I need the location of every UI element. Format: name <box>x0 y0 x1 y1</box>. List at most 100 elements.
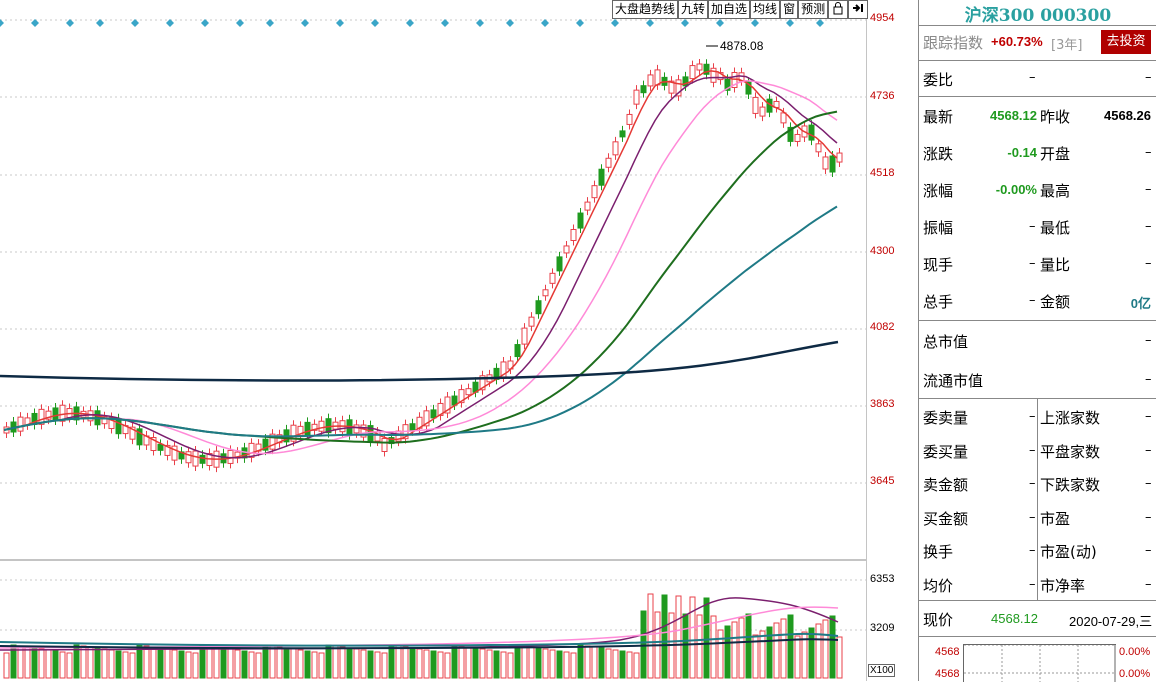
forecast-button[interactable]: 预测 <box>798 0 829 19</box>
candle-up <box>654 69 661 86</box>
track-period: [3年] <box>1051 38 1083 53</box>
candle-down <box>262 438 269 451</box>
volume-bar-down <box>682 613 689 679</box>
latest-value: 4568.12 <box>990 108 1037 123</box>
candle-up <box>710 67 717 83</box>
volume-bar-up <box>59 651 66 679</box>
price-tick: 4082 <box>870 321 895 333</box>
volume-bar-up <box>521 645 528 679</box>
signal-diamond <box>0 19 4 27</box>
volume-bar-up <box>752 634 759 679</box>
volume-bar-down <box>409 647 416 679</box>
index-title: 沪深300 000300 <box>964 6 1112 26</box>
volume-bar-up <box>444 652 451 679</box>
candle-down <box>157 443 164 451</box>
volume-bar-down <box>10 644 17 679</box>
candle-up <box>381 438 388 452</box>
candle-up <box>591 185 598 199</box>
signal-diamond <box>786 19 794 27</box>
invest-button[interactable]: 去投资 <box>1101 30 1151 54</box>
pct-change-label: 涨幅 <box>923 182 954 200</box>
volume-bar-up <box>696 614 703 679</box>
candle-up <box>612 141 619 156</box>
candle-down <box>808 124 815 141</box>
candle-up <box>549 272 556 284</box>
volume-bar-down <box>619 650 626 679</box>
total-mv-value: – <box>1145 333 1152 348</box>
price-tick: 4736 <box>870 90 895 102</box>
sell-amount-value: – <box>1029 476 1036 491</box>
lock-icon[interactable] <box>828 0 849 19</box>
volume-bar-up <box>171 649 178 679</box>
buy-volume-label: 委买量 <box>923 443 969 461</box>
float-mv-value: – <box>1145 372 1152 387</box>
kline-chart[interactable]: 4878.08 <box>0 0 866 681</box>
volume-bar-up <box>122 651 129 679</box>
volume-bar-up <box>3 652 10 679</box>
volume-bar-down <box>262 644 269 679</box>
candle-up <box>822 156 829 170</box>
trend-line-button[interactable]: 大盘趋势线 <box>612 0 679 19</box>
candle-up <box>626 113 633 125</box>
volume-bar-down <box>199 644 206 679</box>
down-count-value: – <box>1145 476 1152 491</box>
candle-up <box>542 289 549 297</box>
add-watchlist-button[interactable]: 加自选 <box>708 0 751 19</box>
volume-bar-up <box>290 648 297 679</box>
volume-bar-up <box>605 648 612 679</box>
volume-bar-up <box>584 645 591 679</box>
volume-bar-up <box>549 649 556 679</box>
quote-date: 2020-07-29,三 <box>1069 614 1153 629</box>
signal-diamond <box>96 19 104 27</box>
candle-down <box>52 407 59 421</box>
volume-bar-up <box>318 652 325 679</box>
volume-bar-up <box>542 648 549 679</box>
candle-up <box>605 157 612 168</box>
volume-bar-up <box>822 619 829 679</box>
amplitude-label: 振幅 <box>923 219 954 237</box>
candle-down <box>430 409 437 419</box>
window-button[interactable]: 窗 <box>780 0 799 19</box>
pe-dynamic-label: 市盈(动) <box>1040 543 1097 561</box>
open-label: 开盘 <box>1040 145 1071 163</box>
volume-bar-up <box>500 651 507 679</box>
volume-bar-down <box>283 647 290 679</box>
ma-button[interactable]: 均线 <box>750 0 781 19</box>
flat-count-label: 平盘家数 <box>1040 443 1101 461</box>
candle-down <box>829 155 836 173</box>
price-tick: 3863 <box>870 398 895 410</box>
signal-diamond <box>201 19 209 27</box>
signal-diamond <box>681 19 689 27</box>
up-count-label: 上涨家数 <box>1040 409 1101 427</box>
volume-bar-up <box>339 646 346 679</box>
volume-bar-up <box>738 617 745 679</box>
mini-pct-bottom: 0.00% <box>1119 668 1151 680</box>
candle-up <box>675 79 682 97</box>
volume-bar-down <box>535 647 542 679</box>
prev-close-value: 4568.26 <box>1104 108 1151 123</box>
volume-bar-up <box>507 652 514 679</box>
arrow-right-bar-icon[interactable] <box>848 0 869 19</box>
buy-volume-value: – <box>1029 443 1036 458</box>
ma60-line <box>3 110 838 444</box>
avg-price-value: – <box>1029 577 1036 592</box>
candle-up <box>38 408 45 425</box>
volume-bar-down <box>241 650 248 679</box>
signal-diamond <box>406 19 414 27</box>
buy-amount-value: – <box>1029 510 1036 525</box>
volume-bar-up <box>479 648 486 679</box>
volume-bar-up <box>269 645 276 679</box>
candle-up <box>87 410 94 422</box>
volume-bar-up <box>710 615 717 679</box>
candle-down <box>199 454 206 464</box>
candle-up <box>479 375 486 391</box>
volume-bar-up <box>374 651 381 679</box>
candle-up <box>360 424 367 438</box>
high-value: – <box>1145 182 1152 197</box>
nine-turn-button[interactable]: 九转 <box>678 0 709 19</box>
volume-bar-down <box>556 650 563 679</box>
volume-bar-up <box>647 593 654 679</box>
volume-ma-line-3 <box>0 632 839 647</box>
candle-up <box>794 133 801 142</box>
volume-bar-up <box>563 651 570 679</box>
